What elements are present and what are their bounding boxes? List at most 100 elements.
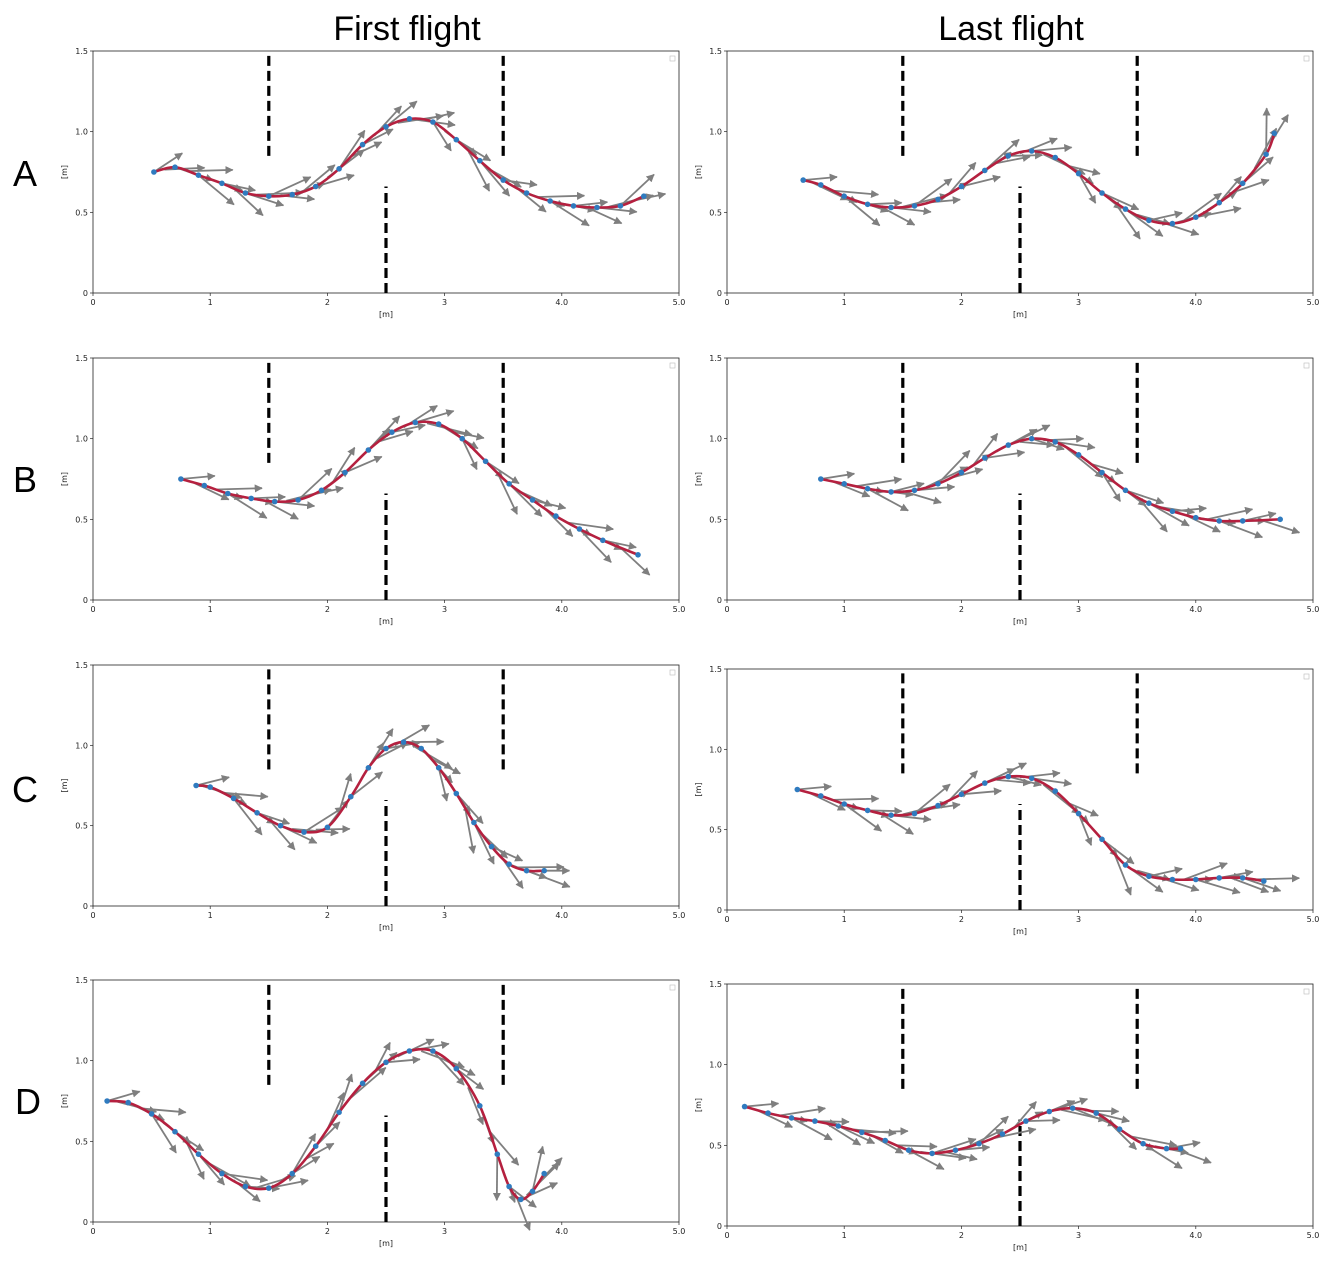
measured-point xyxy=(1028,148,1035,154)
velocity-arrow xyxy=(538,191,586,200)
measured-point xyxy=(888,812,894,818)
measured-point xyxy=(600,537,606,544)
velocity-arrow xyxy=(843,803,883,832)
velocity-arrow xyxy=(221,1172,269,1184)
velocity-arrow xyxy=(1136,496,1168,533)
measured-point xyxy=(841,481,847,487)
x-tick-label: 0 xyxy=(90,1227,95,1236)
velocity-arrow xyxy=(584,205,623,225)
measured-point xyxy=(242,1183,249,1190)
measured-point xyxy=(929,1150,935,1157)
velocity-arrow xyxy=(491,845,524,862)
velocity-arrow xyxy=(150,1113,177,1154)
measured-point xyxy=(266,193,272,199)
trajectory-curve xyxy=(802,132,1276,226)
measured-point xyxy=(104,1098,110,1104)
velocity-arrow xyxy=(303,806,344,833)
x-axis-label: [m] xyxy=(379,310,393,319)
velocity-arrow xyxy=(338,772,353,813)
measured-point xyxy=(553,513,559,519)
x-tick-label: 4.0 xyxy=(1189,1231,1202,1240)
legend-box xyxy=(669,984,676,991)
y-tick-label: 1.5 xyxy=(75,47,88,56)
velocity-arrow xyxy=(984,449,1026,459)
velocity-arrow xyxy=(391,422,426,434)
measured-point xyxy=(935,481,941,487)
velocity-arrow xyxy=(508,1185,537,1208)
velocity-arrow xyxy=(619,546,651,576)
measured-point xyxy=(359,141,366,148)
x-tick-label: 3 xyxy=(1076,1231,1081,1240)
velocity-arrow xyxy=(291,1133,317,1175)
x-tick-label: 4.0 xyxy=(1189,298,1202,307)
x-tick-label: 0 xyxy=(724,298,729,307)
velocity-arrow xyxy=(503,179,538,188)
measured-point xyxy=(976,1140,982,1147)
velocity-arrow xyxy=(1230,877,1270,894)
measured-point xyxy=(400,739,407,745)
velocity-arrow xyxy=(832,189,880,199)
velocity-arrow xyxy=(526,869,571,889)
measured-point xyxy=(506,861,512,867)
velocity-arrow xyxy=(1218,176,1242,204)
measured-point xyxy=(1140,1140,1146,1147)
measured-point xyxy=(864,485,871,492)
measured-point xyxy=(178,476,184,482)
velocity-arrow xyxy=(1131,1135,1178,1148)
x-tick-label: 4.0 xyxy=(555,298,568,307)
measured-point xyxy=(529,497,536,503)
measured-point xyxy=(1169,508,1176,515)
x-tick-label: 2 xyxy=(325,298,330,307)
measured-point xyxy=(835,1123,842,1129)
velocity-arrow xyxy=(1142,1142,1183,1170)
y-tick-label: 0 xyxy=(83,902,88,911)
velocity-arrow xyxy=(1148,866,1183,878)
x-tick-label: 0 xyxy=(724,915,729,924)
velocity-arrow xyxy=(455,1067,485,1090)
y-axis-label: [m] xyxy=(694,472,703,486)
measured-point xyxy=(1216,518,1222,524)
measured-point xyxy=(864,201,871,208)
velocity-arrow xyxy=(1262,107,1271,155)
y-tick-label: 0 xyxy=(83,1218,88,1227)
measured-point xyxy=(383,745,389,752)
velocity-arrow xyxy=(1101,838,1135,865)
measured-point xyxy=(1116,1126,1123,1132)
velocity-arrow xyxy=(1261,519,1301,535)
velocity-arrow xyxy=(797,783,833,792)
velocity-arrow xyxy=(1101,192,1140,211)
y-axis-label: [m] xyxy=(694,1098,703,1112)
y-tick-label: 0 xyxy=(83,596,88,605)
velocity-arrow xyxy=(195,775,230,787)
measured-point xyxy=(1146,217,1152,224)
plot-area xyxy=(92,979,680,1223)
measured-point xyxy=(523,190,530,196)
y-tick-label: 1.5 xyxy=(709,354,722,363)
measured-point xyxy=(1263,151,1269,158)
measured-point xyxy=(494,1151,501,1157)
measured-point xyxy=(430,119,436,125)
velocity-arrow xyxy=(619,173,655,207)
measured-point xyxy=(1146,500,1152,507)
velocity-arrow xyxy=(338,1073,354,1113)
y-tick-label: 1.0 xyxy=(709,435,722,444)
velocity-arrow xyxy=(1013,1101,1037,1129)
y-tick-label: 0.5 xyxy=(75,208,88,217)
measured-point xyxy=(888,204,894,211)
velocity-arrow xyxy=(937,449,971,485)
x-tick-label: 3 xyxy=(442,911,447,920)
measured-point xyxy=(383,124,389,130)
measured-point xyxy=(1023,1118,1029,1124)
measured-point xyxy=(888,489,894,495)
velocity-arrow xyxy=(262,499,299,520)
velocity-arrow xyxy=(803,173,838,182)
velocity-arrow xyxy=(332,446,356,482)
velocity-arrow xyxy=(482,833,508,859)
velocity-arrow xyxy=(1218,520,1264,539)
x-axis-label: [m] xyxy=(1013,927,1027,936)
measured-point xyxy=(541,1170,547,1177)
measured-point xyxy=(471,819,477,826)
measured-point xyxy=(1099,190,1105,196)
measured-point xyxy=(242,190,249,196)
measured-point xyxy=(1216,875,1222,881)
